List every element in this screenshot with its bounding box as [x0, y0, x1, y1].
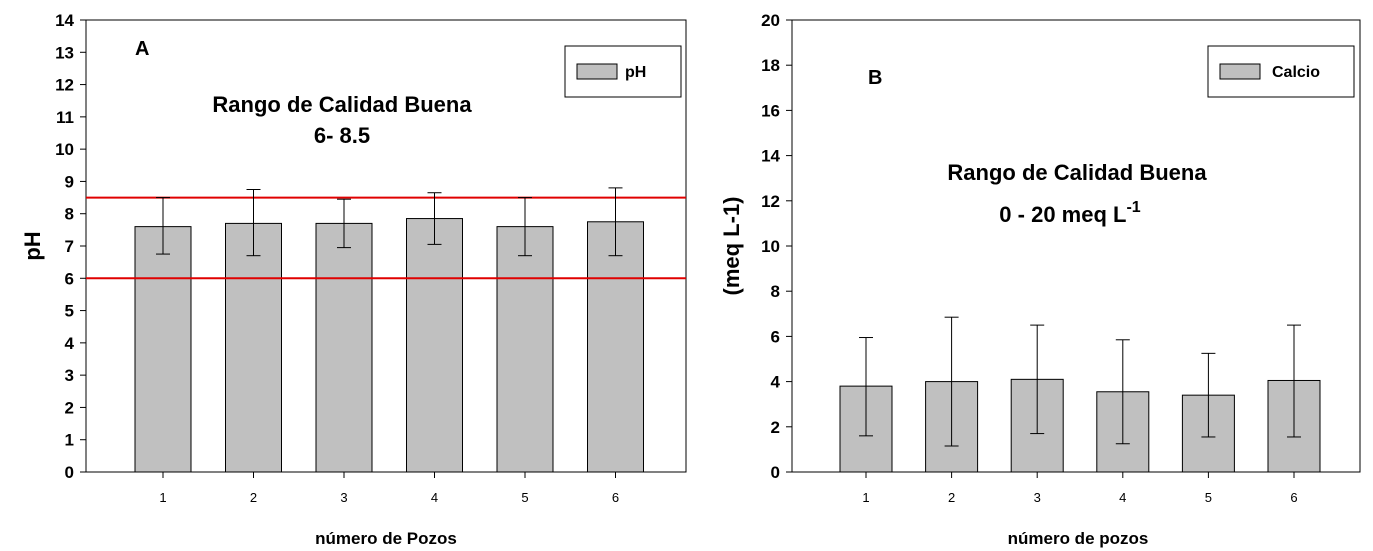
annotation-main: 0 - 20 meq L	[999, 202, 1126, 227]
y-tick-label: 10	[761, 237, 780, 256]
bar-5	[496, 226, 554, 473]
annotation-line-1: Rango de Calidad Buena	[212, 92, 472, 117]
legend-swatch	[1219, 63, 1261, 80]
y-tick-label: 5	[65, 302, 74, 321]
x-tick-label: 5	[1205, 490, 1212, 505]
x-tick-label: 6	[612, 490, 619, 505]
y-tick-label: 3	[65, 366, 74, 385]
x-tick-label: 4	[1119, 490, 1126, 505]
bar-4	[406, 218, 463, 473]
x-axis-label: número de Pozos	[315, 529, 457, 548]
y-tick-label: 20	[761, 11, 780, 30]
y-tick-label: 7	[65, 237, 74, 256]
legend: pH	[564, 45, 682, 98]
annotation-line-2: 0 - 20 meq L-1	[999, 199, 1140, 227]
bar-1	[134, 226, 192, 473]
x-tick-label: 3	[340, 490, 347, 505]
y-ticks: 0 2 4 6 8 10 12 14 16 18 20	[761, 11, 792, 482]
y-tick-label: 13	[55, 43, 74, 62]
reference-lines	[86, 196, 686, 280]
y-tick-label: 0	[65, 463, 74, 482]
y-tick-label: 8	[65, 205, 74, 224]
y-tick-label: 18	[761, 56, 780, 75]
y-axis-label: (meq L-1)	[719, 197, 744, 296]
y-tick-label: 4	[65, 334, 75, 353]
annotation-line-2: 6- 8.5	[314, 123, 370, 148]
y-tick-label: 2	[771, 418, 780, 437]
y-tick-label: 10	[55, 140, 74, 159]
x-tick-label: 1	[159, 490, 166, 505]
x-tick-label: 1	[862, 490, 869, 505]
x-tick-label: 2	[250, 490, 257, 505]
bar-3	[315, 222, 373, 473]
legend-label: pH	[625, 64, 646, 81]
bars	[134, 218, 644, 473]
y-tick-label: 4	[771, 373, 781, 392]
annotation-superscript: -1	[1126, 199, 1140, 216]
bar-2	[225, 222, 282, 473]
error-bars	[859, 316, 1301, 447]
y-tick-label: 6	[65, 269, 74, 288]
y-tick-label: 12	[761, 192, 780, 211]
bar-6	[587, 221, 644, 473]
x-tick-label: 2	[948, 490, 955, 505]
y-axis-label: pH	[20, 231, 45, 260]
legend: Calcio	[1207, 45, 1355, 98]
x-tick-label: 5	[521, 490, 528, 505]
y-tick-label: 2	[65, 398, 74, 417]
x-ticks: 1 2 3 4 5 6	[159, 472, 619, 505]
y-tick-label: 14	[55, 11, 74, 30]
y-tick-label: 14	[761, 147, 780, 166]
x-tick-label: 3	[1034, 490, 1041, 505]
panel-label: B	[868, 67, 882, 89]
x-tick-label: 6	[1290, 490, 1297, 505]
x-ticks: 1 2 3 4 5 6	[862, 472, 1298, 505]
legend-swatch	[576, 63, 618, 80]
y-tick-label: 0	[771, 463, 780, 482]
legend-label: Calcio	[1272, 64, 1320, 81]
y-tick-label: 11	[56, 108, 74, 127]
y-tick-label: 12	[55, 76, 74, 95]
y-tick-label: 8	[771, 282, 780, 301]
x-axis-label: número de pozos	[1008, 529, 1149, 548]
x-tick-label: 4	[431, 490, 438, 505]
y-tick-label: 1	[65, 431, 74, 450]
annotation-line-1: Rango de Calidad Buena	[947, 160, 1207, 185]
panel-label: A	[135, 38, 149, 60]
y-tick-label: 6	[771, 327, 780, 346]
y-tick-label: 9	[65, 172, 74, 191]
y-tick-label: 16	[761, 101, 780, 120]
error-bars	[156, 187, 623, 257]
